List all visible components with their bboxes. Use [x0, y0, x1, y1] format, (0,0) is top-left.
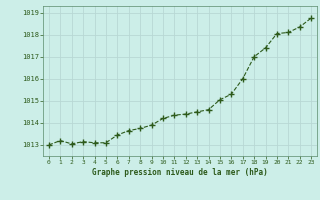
X-axis label: Graphe pression niveau de la mer (hPa): Graphe pression niveau de la mer (hPa)	[92, 168, 268, 177]
